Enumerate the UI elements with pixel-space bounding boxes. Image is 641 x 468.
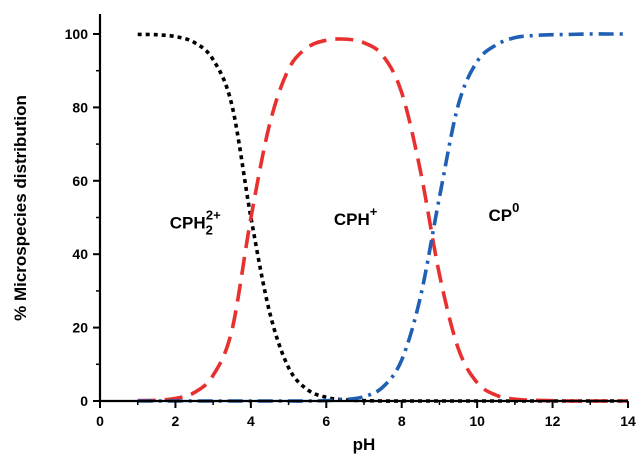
y-tick-label: 60 bbox=[72, 173, 88, 189]
x-tick-label: 12 bbox=[545, 413, 561, 429]
x-tick-label: 0 bbox=[96, 413, 104, 429]
plot-area: CPH22+ CPH+ CP0 bbox=[137, 32, 628, 403]
label-cp0: CP0 bbox=[488, 200, 519, 225]
y-tick-label: 80 bbox=[72, 99, 88, 115]
x-tick-label: 14 bbox=[620, 413, 636, 429]
x-tick-label: 4 bbox=[247, 413, 255, 429]
y-axis-title: % Microspecies distribution bbox=[11, 95, 30, 321]
x-axis-title: pH bbox=[353, 435, 376, 454]
x-tick-label: 10 bbox=[469, 413, 485, 429]
x-tick-label: 2 bbox=[172, 413, 180, 429]
y-tick-label: 40 bbox=[72, 246, 88, 262]
axes: 0 2 4 6 8 10 12 14 0 20 40 60 80 100 bbox=[65, 14, 636, 429]
x-tick-label: 6 bbox=[322, 413, 330, 429]
label-cph2-2plus: CPH22+ bbox=[170, 208, 221, 238]
species-labels: CPH22+ CPH+ CP0 bbox=[170, 200, 520, 237]
y-tick-label: 100 bbox=[65, 26, 89, 42]
label-cph-plus: CPH+ bbox=[334, 204, 378, 229]
y-tick-label: 0 bbox=[80, 393, 88, 409]
y-tick-label: 20 bbox=[72, 320, 88, 336]
x-tick-label: 8 bbox=[398, 413, 406, 429]
x-axis-ticks: 0 2 4 6 8 10 12 14 bbox=[96, 401, 636, 429]
y-axis-ticks: 0 20 40 60 80 100 bbox=[65, 26, 100, 409]
